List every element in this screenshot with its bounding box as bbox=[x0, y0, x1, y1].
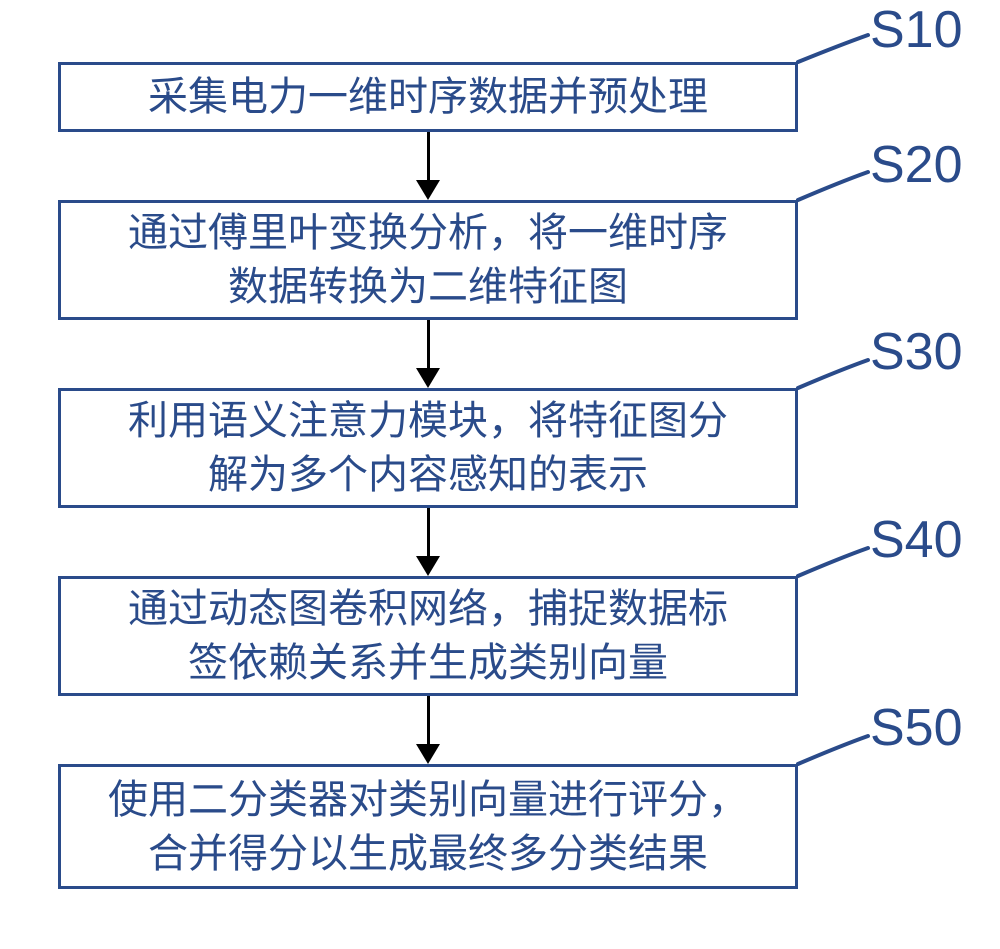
arrow-head-icon bbox=[416, 368, 440, 388]
arrow-head-icon bbox=[416, 180, 440, 200]
flow-step-box: 采集电力一维时序数据并预处理 bbox=[58, 62, 798, 132]
flow-step-box: 通过动态图卷积网络，捕捉数据标签依赖关系并生成类别向量 bbox=[58, 576, 798, 696]
flow-step-text: 使用二分类器对类别向量进行评分，合并得分以生成最终多分类结果 bbox=[108, 773, 748, 881]
step-label: S20 bbox=[870, 135, 963, 195]
step-label: S50 bbox=[870, 698, 963, 758]
step-label: S40 bbox=[870, 510, 963, 570]
arrow-head-icon bbox=[416, 744, 440, 764]
flow-step-text: 通过傅里叶变换分析，将一维时序数据转换为二维特征图 bbox=[128, 206, 728, 314]
arrow-shaft bbox=[427, 320, 430, 368]
step-label: S10 bbox=[870, 0, 963, 60]
label-connector-curve bbox=[798, 172, 868, 200]
label-connector-curve bbox=[798, 736, 868, 764]
arrow-head-icon bbox=[416, 556, 440, 576]
flow-step-box: 通过傅里叶变换分析，将一维时序数据转换为二维特征图 bbox=[58, 200, 798, 320]
arrow-shaft bbox=[427, 508, 430, 556]
label-connector-curve bbox=[798, 548, 868, 576]
flowchart-canvas: 采集电力一维时序数据并预处理 S10 通过傅里叶变换分析，将一维时序数据转换为二维特… bbox=[0, 0, 1000, 949]
flow-step-text: 利用语义注意力模块，将特征图分解为多个内容感知的表示 bbox=[128, 394, 728, 502]
arrow-shaft bbox=[427, 132, 430, 180]
flow-step-box: 利用语义注意力模块，将特征图分解为多个内容感知的表示 bbox=[58, 388, 798, 508]
arrow-shaft bbox=[427, 696, 430, 744]
step-label: S30 bbox=[870, 322, 963, 382]
flow-step-box: 使用二分类器对类别向量进行评分，合并得分以生成最终多分类结果 bbox=[58, 764, 798, 889]
label-connector-curve bbox=[798, 360, 868, 388]
flow-step-text: 采集电力一维时序数据并预处理 bbox=[148, 70, 708, 124]
label-connector-curve bbox=[798, 35, 868, 62]
flow-step-text: 通过动态图卷积网络，捕捉数据标签依赖关系并生成类别向量 bbox=[128, 582, 728, 690]
